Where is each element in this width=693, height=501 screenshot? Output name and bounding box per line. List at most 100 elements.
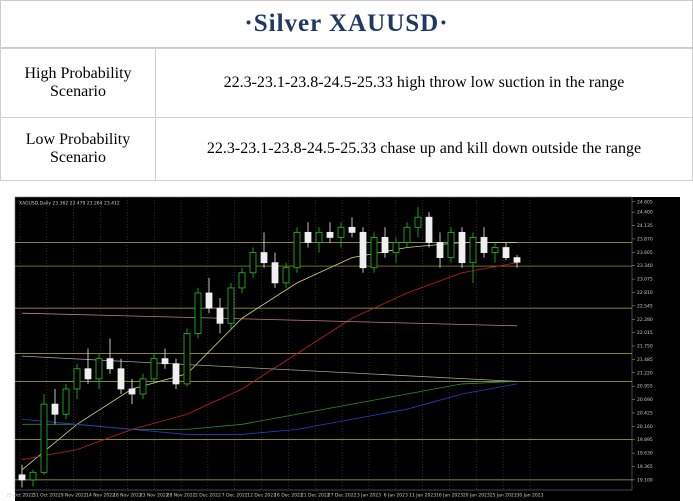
row: Low Probability Scenario 22.3-23.1-23.8-2… — [0, 117, 693, 181]
y-tick-label: 20.955 — [637, 384, 653, 390]
x-tick-label: 2 Dec 2022 — [195, 493, 221, 499]
chart-bg — [15, 197, 680, 501]
y-tick-label: 22.280 — [637, 317, 653, 323]
cell: 22.3-23.1-23.8-24.5-25.33 high throw low… — [155, 48, 693, 118]
x-tick-label: 31 Oct 2022 — [33, 493, 61, 499]
y-tick-label: 21.485 — [637, 357, 653, 363]
x-tick-label: 12 Dec 2022 — [247, 493, 276, 499]
ma-line — [21, 262, 518, 461]
candle-body — [469, 237, 477, 264]
plot-frame — [14, 196, 633, 491]
y-tick-label: 22.810 — [637, 290, 653, 296]
y-tick-label: 22.545 — [637, 303, 653, 309]
y-tick-label: 23.870 — [637, 236, 653, 242]
y-tick-label: 23.340 — [637, 263, 653, 269]
candle-body — [480, 237, 488, 253]
ma-line — [21, 312, 518, 327]
x-tick-label: 18 Nov 2022 — [113, 493, 142, 499]
x-tick-label: 14 Nov 2022 — [86, 493, 115, 499]
y-tick-label: 21.220 — [637, 370, 653, 376]
cell: Low Probability Scenario — [0, 117, 156, 181]
scenario-table: High Probability Scenario 22.3-23.1-23.8-… — [0, 48, 693, 181]
x-tick-label: 30 Jan 2023 — [517, 493, 544, 499]
ma-line — [21, 242, 517, 471]
candle-body — [414, 216, 422, 228]
chart-title: XAGUSD,Daily 23.362 23.479 23.264 23.412 — [19, 201, 120, 207]
y-tick-label: 24.605 — [637, 199, 653, 205]
candle-body — [260, 252, 268, 264]
candle-body — [436, 242, 444, 259]
candle-body — [359, 231, 367, 269]
candle-body — [337, 226, 345, 238]
x-tick-label: 27 Dec 2022 — [328, 493, 357, 499]
candle-body — [95, 358, 103, 380]
y-tick-label: 20.425 — [637, 410, 653, 416]
x-tick-label: 16 Dec 2022 — [274, 493, 303, 499]
candle-body — [392, 242, 400, 253]
candle-body — [161, 358, 169, 365]
candle-body — [205, 292, 213, 309]
x-tick-label: 28 Nov 2022 — [167, 493, 196, 499]
candle-body — [18, 474, 26, 481]
x-tick-label: 16 Jan 2023 — [436, 493, 463, 499]
x-tick-label: 9 Nov 2022 — [61, 493, 87, 499]
candle-body — [502, 247, 510, 259]
x-tick-label: 3 Jan 2023 — [357, 493, 381, 499]
candle-body — [51, 403, 59, 415]
candle-body — [447, 231, 455, 259]
candle-body — [315, 231, 323, 243]
candle-body — [348, 226, 356, 233]
candle-body — [73, 368, 81, 390]
x-tick-label: 25 Oct 2022 — [6, 493, 34, 499]
x-tick-label: 21 Dec 2022 — [301, 493, 330, 499]
candle-body — [249, 252, 257, 274]
x-tick-label: 20 Jan 2023 — [463, 493, 490, 499]
candle-body — [403, 226, 411, 243]
candle-body — [194, 292, 202, 334]
y-tick-label: 23.605 — [637, 250, 653, 256]
candle-body — [513, 257, 521, 263]
candle-body — [84, 368, 92, 380]
y-tick-label: 24.135 — [637, 223, 653, 229]
candle-body — [282, 267, 290, 284]
candle-body — [216, 307, 224, 324]
candle-body — [271, 262, 279, 284]
y-tick-label: 24.400 — [637, 210, 653, 216]
candle-body — [62, 388, 70, 415]
x-tick-label: 6 Jan 2023 — [384, 493, 408, 499]
candle-body — [150, 358, 158, 380]
candle-body — [293, 231, 301, 269]
candle-body — [117, 368, 125, 390]
candle-body — [381, 237, 389, 253]
candle-body — [128, 388, 136, 395]
y-tick-label: 22.015 — [637, 330, 653, 336]
candle-body — [139, 378, 147, 395]
y-tick-label: 20.160 — [637, 424, 653, 430]
ma-line — [21, 355, 518, 382]
candle-body — [40, 403, 48, 473]
candle-body — [491, 247, 499, 253]
candle-body — [238, 272, 246, 289]
candle-body — [326, 231, 334, 238]
candle-body — [106, 358, 114, 370]
candle-body — [183, 332, 191, 385]
candle-body — [172, 363, 180, 385]
y-tick-label: 19.100 — [637, 477, 653, 483]
candle-body — [304, 231, 312, 243]
y-tick-label: 19.895 — [637, 437, 653, 443]
candle-body — [227, 287, 235, 324]
y-tick-label: 21.750 — [637, 344, 653, 350]
x-tick-label: 25 Jan 2023 — [490, 493, 517, 499]
title: ·Silver XAUUSD· — [0, 0, 693, 48]
ma-line — [21, 383, 518, 435]
y-tick-label: 19.365 — [637, 464, 653, 470]
cell: 22.3-23.1-23.8-24.5-25.33 chase up and k… — [155, 117, 693, 181]
candle-body — [370, 237, 378, 269]
x-tick-label: 23 Nov 2022 — [140, 493, 169, 499]
candle-body — [425, 216, 433, 243]
candle-body — [29, 471, 37, 481]
x-tick-label: 7 Dec 2022 — [222, 493, 248, 499]
y-tick-label: 23.075 — [637, 277, 653, 283]
